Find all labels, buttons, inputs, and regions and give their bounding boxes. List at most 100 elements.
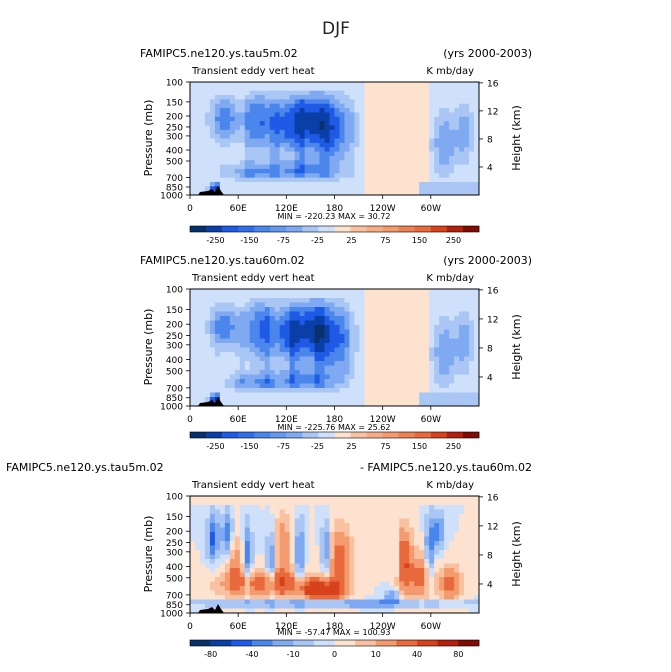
field-cell <box>394 374 400 380</box>
field-cell <box>289 577 296 582</box>
field-cell <box>304 302 310 308</box>
field-cell <box>444 550 450 555</box>
field-cell <box>364 383 370 389</box>
field-cell <box>194 586 201 591</box>
field-cell <box>334 338 340 344</box>
field-cell <box>190 82 196 87</box>
field-cell <box>354 500 360 506</box>
field-cell <box>424 496 430 501</box>
field-cell <box>264 514 271 519</box>
field-cell <box>354 536 360 542</box>
field-cell <box>469 374 475 380</box>
field-cell <box>334 190 340 196</box>
field-cell <box>339 116 345 122</box>
field-cell <box>474 608 480 614</box>
colorbar-label: -150 <box>240 442 258 451</box>
field-cell <box>354 134 360 139</box>
field-cell <box>354 125 360 131</box>
field-cell <box>374 604 380 609</box>
field-cell <box>359 365 365 371</box>
field-cell <box>304 496 310 501</box>
field-cell <box>229 581 236 587</box>
field-cell <box>219 325 226 330</box>
field-cell <box>444 108 450 113</box>
field-cell <box>190 577 196 582</box>
field-cell <box>399 129 405 135</box>
field-cell <box>394 147 400 152</box>
field-cell <box>439 532 445 537</box>
field-cell <box>339 86 345 92</box>
field-cell <box>279 604 286 609</box>
field-cell <box>399 190 405 196</box>
field-cell <box>244 311 251 317</box>
field-cell <box>409 181 415 187</box>
field-cell <box>459 95 465 100</box>
field-cell <box>389 142 395 148</box>
field-cell <box>414 334 420 339</box>
field-cell <box>269 541 276 546</box>
field-cell <box>369 604 375 609</box>
field-cell <box>399 186 405 192</box>
field-cell <box>214 95 221 100</box>
field-cell <box>384 383 390 389</box>
field-cell <box>469 293 475 299</box>
field-cell <box>329 99 335 105</box>
field-cell <box>464 352 470 357</box>
field-cell <box>204 302 211 308</box>
field-cell <box>284 334 291 339</box>
field-cell <box>224 129 231 135</box>
field-cell <box>364 590 370 596</box>
ytick-right-label: 8 <box>487 344 493 354</box>
field-cell <box>439 338 445 344</box>
field-cell <box>399 112 405 118</box>
field-cell <box>449 112 455 118</box>
field-cell <box>459 138 465 144</box>
field-cell <box>389 572 395 578</box>
field-cell <box>454 298 460 303</box>
field-cell <box>434 160 440 165</box>
field-cell <box>274 307 281 312</box>
field-cell <box>404 572 410 578</box>
field-cell <box>190 329 196 335</box>
field-cell <box>399 320 405 326</box>
field-cell <box>329 173 335 179</box>
field-cell <box>334 186 340 192</box>
field-cell <box>309 142 315 148</box>
field-cell <box>374 370 380 375</box>
field-cell <box>294 325 301 330</box>
field-cell <box>329 532 335 537</box>
field-cell <box>309 586 315 591</box>
ytick-left-label: 150 <box>166 306 183 316</box>
colorbar-box <box>286 226 303 232</box>
field-cell <box>399 500 405 506</box>
field-cell <box>329 103 335 109</box>
field-cell <box>339 401 345 407</box>
field-cell <box>379 129 385 135</box>
field-cell <box>214 99 221 105</box>
field-cell <box>334 99 340 105</box>
field-cell <box>409 134 415 139</box>
field-cell <box>359 496 365 501</box>
field-cell <box>474 168 480 174</box>
field-cell <box>294 536 301 542</box>
field-cell <box>209 509 216 515</box>
field-cell <box>364 559 370 564</box>
field-cell <box>279 563 286 569</box>
field-cell <box>474 523 480 528</box>
field-cell <box>314 370 320 375</box>
field-cell <box>444 532 450 537</box>
field-cell <box>229 505 236 510</box>
field-cell <box>234 370 241 375</box>
field-cell <box>464 361 470 366</box>
field-cell <box>424 554 430 560</box>
field-cell <box>219 608 226 614</box>
field-cell <box>424 356 430 362</box>
field-cell <box>374 121 380 126</box>
field-cell <box>464 586 470 591</box>
field-cell <box>314 112 320 118</box>
field-cell <box>424 532 430 537</box>
field-cell <box>239 168 246 174</box>
field-cell <box>190 125 196 131</box>
field-cell <box>204 168 211 174</box>
field-cell <box>384 103 390 109</box>
